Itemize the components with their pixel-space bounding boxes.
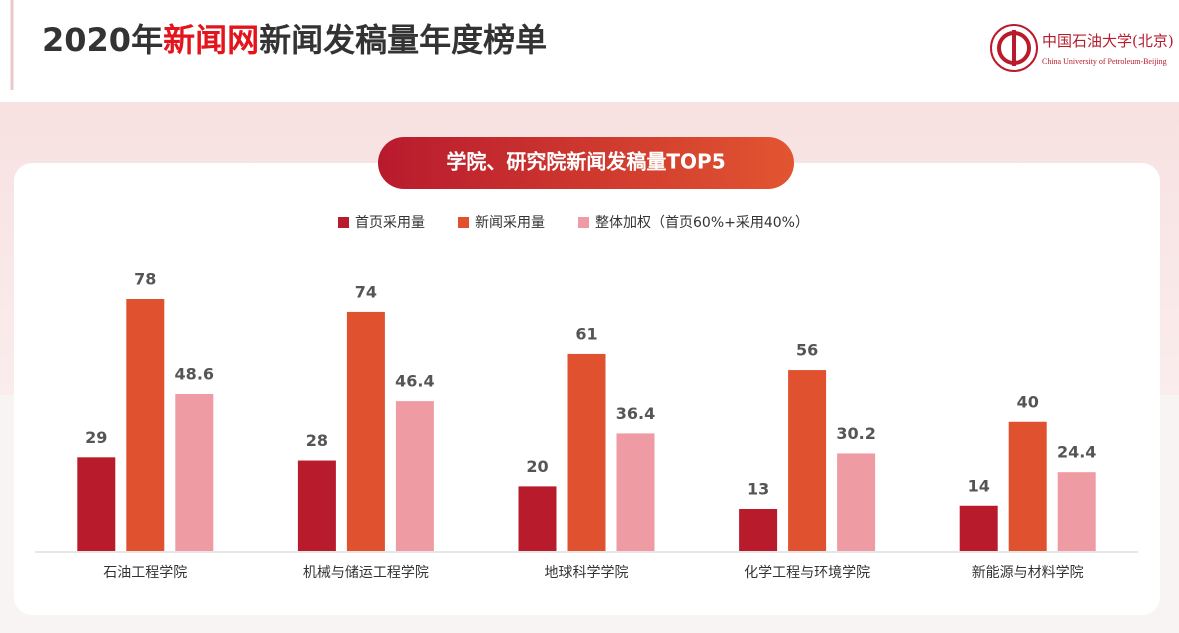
data-label: 28 <box>306 431 328 450</box>
data-label: 46.4 <box>395 372 434 391</box>
data-label: 56 <box>796 341 818 360</box>
x-tick-label: 化学工程与环境学院 <box>744 565 870 581</box>
bar <box>1008 421 1047 551</box>
bar <box>788 370 827 551</box>
bar <box>77 457 116 551</box>
bar <box>346 311 385 551</box>
page-title: 2020年新闻网新闻发稿量年度榜单 <box>42 21 547 59</box>
chart-title: 学院、研究院新闻发稿量TOP5 <box>446 150 725 174</box>
x-tick-label: 新能源与材料学院 <box>972 565 1084 581</box>
data-label: 30.2 <box>836 424 875 443</box>
plot: 石油工程学院 29 78 48.6 机械与储运工程学院 28 74 46.4 地球科学学院 20 6… <box>77 270 1096 581</box>
title-highlight: 新闻网 <box>163 21 259 59</box>
bar <box>126 299 165 551</box>
data-label: 20 <box>526 457 548 476</box>
logo: 中国石油大学(北京) China University of Petroleum… <box>990 24 1174 72</box>
data-label: 48.6 <box>175 364 214 383</box>
data-label: 14 <box>968 476 990 495</box>
data-label: 13 <box>747 480 769 499</box>
title-part: 新闻发稿量年度榜单 <box>259 21 547 59</box>
legend-swatch <box>578 217 589 228</box>
legend-label: 首页采用量 <box>355 215 425 231</box>
bar <box>175 393 214 551</box>
bar <box>837 453 876 551</box>
data-label: 74 <box>355 282 377 301</box>
bar <box>518 486 557 551</box>
data-label: 29 <box>85 428 107 447</box>
data-label: 61 <box>575 324 597 343</box>
data-label: 24.4 <box>1057 443 1096 462</box>
data-label: 78 <box>134 270 156 289</box>
bar <box>297 460 336 551</box>
logo-english: China University of Petroleum-Beijing <box>1042 57 1167 66</box>
legend: 首页采用量 新闻采用量 整体加权（首页60%+采用40%） <box>338 215 809 231</box>
x-tick-label: 机械与储运工程学院 <box>303 565 429 581</box>
bar <box>1057 472 1096 551</box>
legend-swatch <box>458 217 469 228</box>
logo-name: 中国石油大学(北京) <box>1042 32 1174 50</box>
bar <box>959 505 998 551</box>
logo-ring <box>990 24 1038 72</box>
title-part: 2020年 <box>42 21 163 59</box>
legend-label: 整体加权（首页60%+采用40%） <box>595 215 809 231</box>
bar <box>395 401 434 551</box>
bar <box>567 353 606 551</box>
data-label: 36.4 <box>616 404 655 423</box>
legend-swatch <box>338 217 349 228</box>
bar <box>616 433 655 551</box>
bar <box>739 509 778 551</box>
x-tick-label: 石油工程学院 <box>103 565 187 581</box>
x-tick-label: 地球科学学院 <box>545 565 629 581</box>
chart-title-pill <box>378 137 794 189</box>
data-label: 40 <box>1017 392 1039 411</box>
legend-label: 新闻采用量 <box>475 215 545 231</box>
